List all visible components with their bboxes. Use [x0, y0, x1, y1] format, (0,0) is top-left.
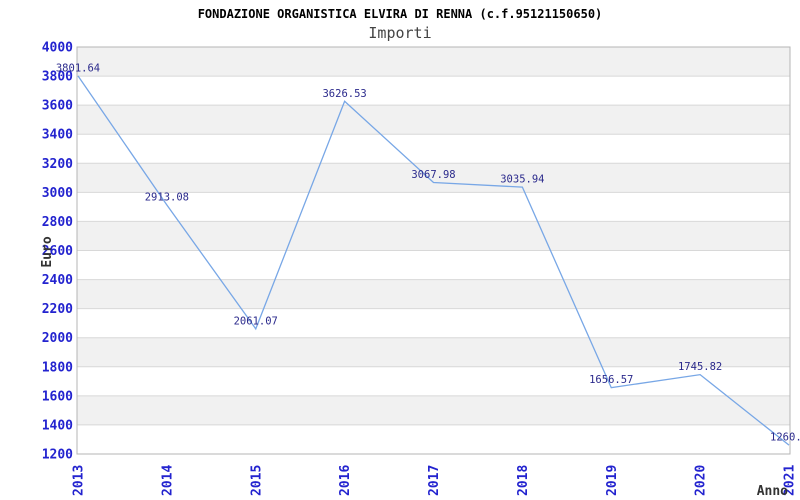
x-axis-title: Anno [757, 484, 788, 499]
point-label: 3626.53 [322, 88, 366, 100]
y-axis-tick-labels: 4000 3800 3600 3400 3200 3000 2800 2600 2400 2200… [42, 41, 73, 463]
y-tick-label: 2200 [42, 302, 73, 317]
chart-title: FONDAZIONE ORGANISTICA ELVIRA DI RENNA (… [197, 7, 603, 21]
y-tick-label: 2000 [42, 331, 73, 346]
y-axis-title: Euro [40, 236, 55, 267]
y-tick-label: 2800 [42, 215, 73, 230]
x-tick-label: 2019 [605, 465, 620, 496]
y-tick-label: 2400 [42, 273, 73, 288]
chart-subtitle: Importi [368, 24, 432, 42]
point-label: 1260.9 [770, 432, 800, 444]
x-tick-label: 2016 [338, 465, 353, 496]
band [77, 163, 790, 193]
point-label: 1745.82 [678, 361, 722, 373]
y-tick-label: 4000 [42, 41, 73, 56]
x-tick-label: 2014 [160, 465, 175, 496]
x-tick-label: 2013 [72, 465, 87, 496]
x-tick-label: 2017 [427, 465, 442, 496]
point-label: 3801.64 [56, 62, 100, 74]
x-tick-label: 2015 [249, 465, 264, 496]
y-tick-label: 1800 [42, 360, 73, 375]
zebra-bands [77, 47, 790, 425]
x-tick-label: 2021 [783, 465, 798, 496]
point-label: 1656.57 [589, 374, 633, 386]
band [77, 105, 790, 135]
point-labels: 3801.64 2913.08 2061.07 3626.53 3067.98 3035.… [56, 62, 800, 443]
y-tick-label: 3000 [42, 186, 73, 201]
band [77, 221, 790, 251]
y-tick-label: 1600 [42, 389, 73, 404]
y-tick-label: 3200 [42, 157, 73, 172]
gridlines [77, 75, 790, 426]
point-label: 2061.07 [234, 315, 278, 327]
y-tick-label: 3400 [42, 128, 73, 143]
band [77, 395, 790, 425]
band [77, 47, 790, 77]
point-label: 2913.08 [145, 191, 189, 203]
y-tick-label: 3600 [42, 99, 73, 114]
y-tick-label: 2600 [42, 244, 73, 259]
y-tick-label: 1400 [42, 418, 73, 433]
band [77, 279, 790, 309]
x-axis-tick-labels: 2013 2014 2015 2016 2017 2018 2019 2020 2021 [72, 465, 798, 496]
plot-border [76, 46, 791, 455]
x-tick-label: 2020 [694, 465, 709, 496]
series-line [77, 75, 790, 446]
point-label: 3067.98 [411, 169, 455, 181]
band [77, 337, 790, 367]
x-tick-label: 2018 [516, 465, 531, 496]
y-tick-label: 3800 [42, 70, 73, 85]
point-label: 3035.94 [500, 174, 544, 186]
y-tick-label: 1200 [42, 448, 73, 463]
